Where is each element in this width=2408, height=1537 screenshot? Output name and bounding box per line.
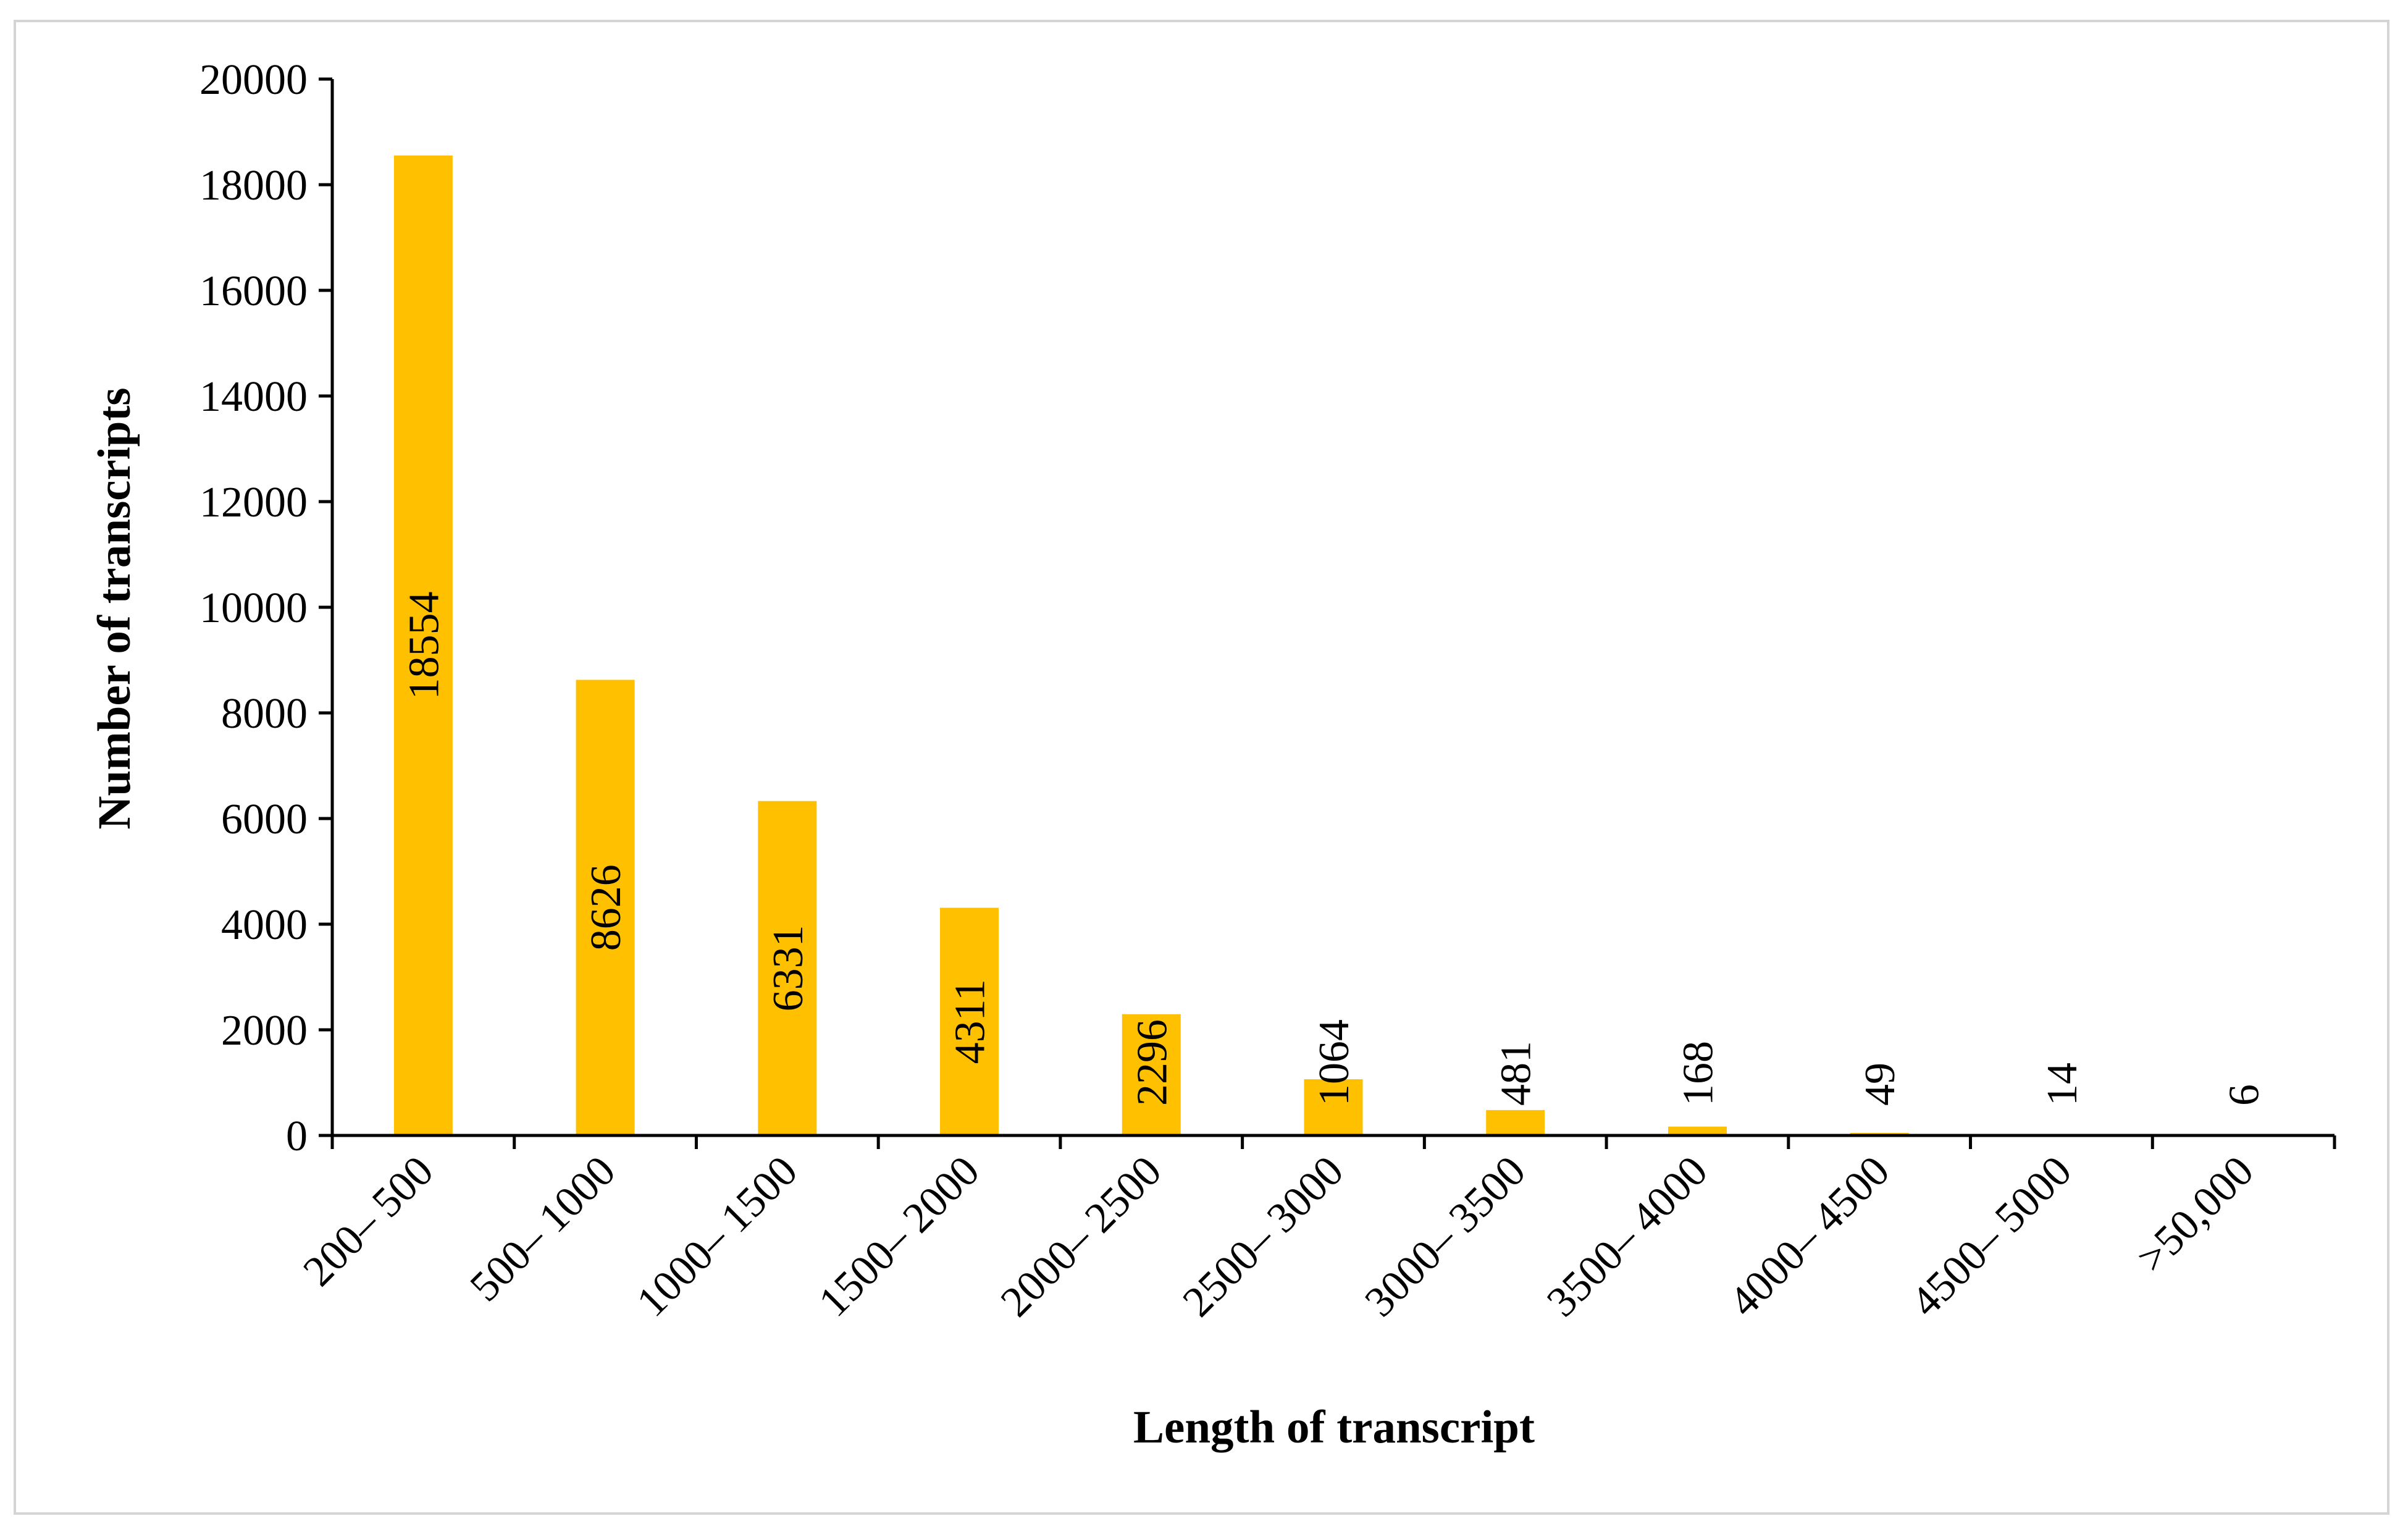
data-label-11: 6 (2221, 1084, 2268, 1106)
y-tick-label-4000: 4000 (221, 901, 308, 949)
data-label-9: 49 (1856, 1063, 1904, 1106)
bar-2 (576, 680, 635, 1135)
y-tick-label-18000: 18000 (199, 162, 308, 209)
x-tick-label-7: 3000– 3500 (1356, 1147, 1535, 1326)
data-label-10: 14 (2039, 1063, 2086, 1106)
y-axis-title: Number of transcripts (89, 387, 140, 829)
data-label-4: 4311 (947, 979, 994, 1064)
data-label-7: 481 (1493, 1041, 1540, 1106)
bar-7 (1486, 1110, 1545, 1135)
data-label-2: 8626 (582, 864, 630, 951)
bar-1 (393, 155, 453, 1135)
x-tick-label-8: 3500– 4000 (1538, 1147, 1717, 1326)
y-tick-label-10000: 10000 (199, 584, 308, 632)
y-tick-label-8000: 8000 (221, 690, 308, 738)
data-label-8: 168 (1674, 1041, 1722, 1106)
x-tick-label-6: 2500– 3000 (1174, 1147, 1353, 1326)
x-axis-title: Length of transcript (1133, 1402, 1535, 1453)
y-tick-label-14000: 14000 (199, 373, 308, 421)
y-tick-label-6000: 6000 (221, 796, 308, 843)
x-tick-label-4: 1500– 2000 (810, 1147, 989, 1326)
bar-8 (1668, 1126, 1727, 1135)
data-label-3: 6331 (765, 925, 812, 1011)
x-tick-label-11: >50,000 (2128, 1147, 2262, 1282)
bar-4 (940, 907, 999, 1135)
data-label-5: 2296 (1128, 1019, 1176, 1106)
x-tick-label-2: 500– 1000 (461, 1147, 625, 1311)
x-tick-label-9: 4000– 4500 (1720, 1147, 1899, 1326)
y-tick-label-16000: 16000 (199, 267, 308, 315)
x-tick-label-5: 2000– 2500 (992, 1147, 1171, 1326)
y-tick-label-12000: 12000 (199, 479, 308, 526)
x-tick-label-3: 1000– 1500 (628, 1147, 807, 1326)
bar-3 (758, 801, 817, 1135)
y-tick-label-0: 0 (286, 1113, 308, 1160)
y-tick-label-20000: 20000 (199, 56, 308, 104)
x-tick-label-10: 4500– 5000 (1902, 1147, 2081, 1326)
data-label-6: 1064 (1311, 1019, 1358, 1106)
y-tick-label-2000: 2000 (221, 1007, 308, 1055)
data-label-1: 18554 (400, 591, 448, 699)
axes-layer (319, 77, 2336, 1149)
bar-5 (1122, 1014, 1181, 1135)
x-tick-label-1: 200– 500 (295, 1147, 443, 1295)
bar-6 (1304, 1079, 1363, 1135)
bars-layer (393, 155, 2273, 1135)
